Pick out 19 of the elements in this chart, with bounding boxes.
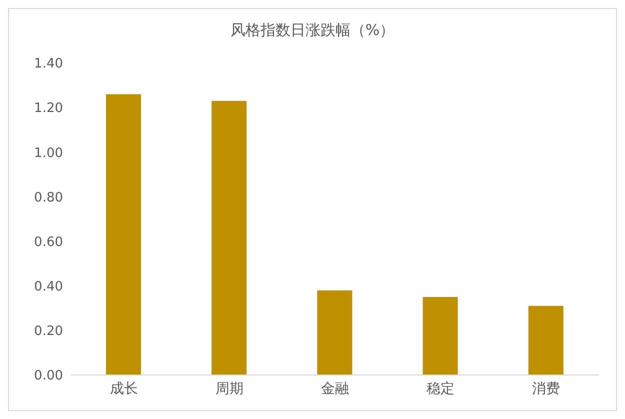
x-tick-label: 金融 [321,380,349,397]
bar [212,100,247,375]
bar [106,94,141,375]
y-tick-label: 0.60 [34,234,63,250]
chart-title: 风格指数日涨跌幅（%） [229,21,396,41]
y-tick-label: 0.40 [34,279,63,294]
x-tick-label: 成长 [110,380,138,397]
y-tick-label: 0.20 [34,324,63,340]
y-tick-label: 0.00 [34,368,63,384]
x-tick-label: 周期 [215,380,244,397]
y-tick-label: 0.80 [34,190,63,206]
y-tick-label: 1.40 [34,56,63,72]
y-tick-label: 1.00 [34,146,63,161]
y-tick-label: 1.20 [34,101,63,116]
x-tick-label: 消费 [532,380,560,397]
x-tick-label: 稳定 [426,380,455,397]
bar [422,297,458,375]
bar [317,290,352,375]
bar [528,306,564,375]
